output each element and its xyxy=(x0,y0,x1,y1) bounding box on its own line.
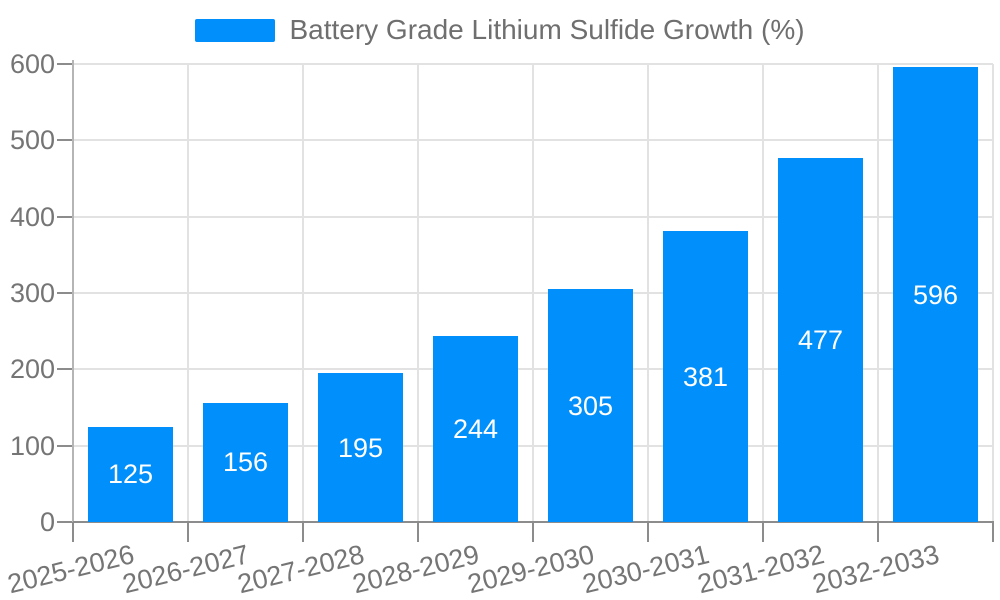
y-axis-tick xyxy=(57,368,73,371)
x-axis-tick xyxy=(762,522,764,542)
x-axis-label: 2026-2027 xyxy=(119,539,253,600)
bar-2026-2027 xyxy=(203,402,288,522)
bar-2030-2031 xyxy=(663,231,748,522)
x-axis-line xyxy=(73,521,994,523)
bar-value-label: 596 xyxy=(912,279,959,310)
y-axis-tick xyxy=(57,139,73,142)
bar-2027-2028 xyxy=(318,373,403,522)
x-axis-label: 2031-2032 xyxy=(694,539,828,600)
x-axis-tick xyxy=(72,522,74,542)
gridline-x-boundary xyxy=(992,64,994,522)
y-axis-label: 200 xyxy=(9,354,55,385)
y-axis-line xyxy=(72,60,74,522)
y-axis-tick xyxy=(57,444,73,447)
y-axis-tick xyxy=(57,215,73,218)
bar-value-label: 125 xyxy=(107,459,154,490)
x-axis-label: 2027-2028 xyxy=(234,539,368,600)
bar-2029-2030 xyxy=(548,289,633,522)
x-axis-label: 2029-2030 xyxy=(464,539,598,600)
bar-value-label: 305 xyxy=(567,390,614,421)
gridline-x-boundary xyxy=(187,64,189,522)
x-axis-tick xyxy=(302,522,304,542)
y-axis-label: 100 xyxy=(9,430,55,461)
legend-swatch xyxy=(195,18,276,42)
y-axis-tick xyxy=(57,292,73,294)
x-axis-tick xyxy=(877,522,879,542)
y-axis-label: 0 xyxy=(39,507,55,537)
y-axis-label: 600 xyxy=(9,49,55,79)
gridline-x-boundary xyxy=(302,64,304,522)
bar-value-label: 244 xyxy=(452,413,499,444)
y-axis-tick xyxy=(57,521,73,523)
y-axis-label: 500 xyxy=(9,125,55,156)
y-axis-label: 300 xyxy=(9,278,55,308)
gridline-x-boundary xyxy=(647,64,649,522)
x-axis-tick xyxy=(992,522,994,542)
bar-2031-2032 xyxy=(778,157,863,522)
gridline-x-boundary xyxy=(532,64,534,522)
bar-value-label: 477 xyxy=(797,324,844,355)
bar-value-label: 381 xyxy=(682,361,729,392)
y-axis-tick xyxy=(57,63,73,65)
bar-value-label: 156 xyxy=(222,447,269,478)
bar-value-label: 195 xyxy=(337,432,384,463)
gridline-x-boundary xyxy=(762,64,764,522)
gridline-x-boundary xyxy=(877,64,879,522)
y-axis-label: 400 xyxy=(9,201,55,232)
x-axis-tick xyxy=(647,522,649,542)
legend-label: Battery Grade Lithium Sulfide Growth (%) xyxy=(289,14,805,45)
bar-2028-2029 xyxy=(433,335,518,522)
gridline-x-boundary xyxy=(417,64,419,522)
x-axis-label: 2025-2026 xyxy=(4,539,138,600)
x-axis-label: 2032-2033 xyxy=(809,539,943,600)
x-axis-tick xyxy=(187,522,189,542)
legend-item[interactable]: Battery Grade Lithium Sulfide Growth (%) xyxy=(0,14,1000,46)
x-axis-label: 2028-2029 xyxy=(349,539,483,600)
bar-2025-2026 xyxy=(88,426,173,522)
x-axis-label: 2030-2031 xyxy=(579,539,713,600)
x-axis-tick xyxy=(417,522,419,542)
x-axis-tick xyxy=(532,522,534,542)
bar-2032-2033 xyxy=(893,67,978,522)
